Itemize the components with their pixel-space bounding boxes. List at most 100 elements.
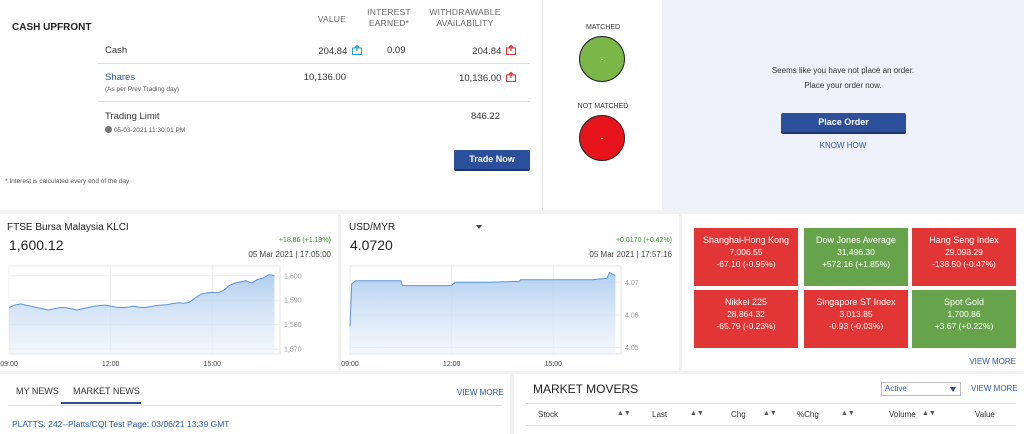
y-tick-label: 1,590 [284,298,302,305]
trading-limit-time-row: 05-03-2021 11:30:01 PM [105,126,185,134]
no-order-message: Seems like you have not place an order. [771,66,915,75]
usdmyr-chart[interactable]: 09:00 12:00 15:00 4.05 4.06 4.07 [341,260,679,371]
col-header-value: VALUE [317,14,346,24]
sort-icon[interactable]: ▲▼ [841,410,855,417]
shares-sublabel: (As per Prev Trading day) [105,86,180,93]
withdraw-icon[interactable] [506,72,516,82]
index-change: +3.67 (+0.22%) [934,321,994,331]
x-tick-label: 12:00 [102,361,120,368]
trading-limit-value: 846.22 [470,111,500,122]
cash-upfront-panel: CASH UPFRONT VALUE INTEREST EARNED* WITH… [0,0,542,210]
x-tick-label: 09:00 [341,361,359,368]
news-item[interactable]: PLATTS: 242--Platts/CQI Test Page: 03/06… [12,419,230,429]
sort-icon[interactable]: ▲▼ [617,410,631,417]
series-area [9,274,275,354]
usdmyr-panel: USD/MYR 4.0720 +0.0170 (+0.42%) 05 Mar 2… [341,214,679,371]
sort-icon[interactable]: ▲▼ [690,410,704,417]
index-change: +572.16 (+1.85%) [821,259,891,269]
klci-change: +18.86 (+1.19%) [278,237,331,244]
cash-available-cell: 204.84 [430,45,516,57]
col-header-withdrawable-line2: AVAILABILITY [436,18,494,28]
col-stock[interactable]: Stock [538,410,559,419]
tab-my-news[interactable]: MY NEWS [16,386,59,396]
cash-value-cell: 204.84 [280,45,362,57]
cash-value: 204.84 [318,46,348,57]
movers-title-divider [526,403,1016,404]
news-view-more-link[interactable]: VIEW MORE [457,388,504,397]
place-order-message: Place your order now. [804,81,882,90]
market-movers-title: MARKET MOVERS [533,382,639,396]
row-divider [98,63,530,64]
withdraw-icon[interactable] [506,45,516,55]
news-panel: MY NEWS MARKET NEWS VIEW MORE PLATTS: 24… [0,374,510,434]
y-tick-label: 1,570 [284,347,302,354]
know-how-link[interactable]: KNOW HOW [819,141,867,150]
col-value[interactable]: Value [975,410,995,419]
col-pct-chg[interactable]: %Chg [797,410,819,419]
index-tile[interactable]: Spot Gold 1,700.86 +3.67 (+0.22%) [912,290,1016,348]
matched-count: - [600,54,604,64]
y-tick-label: 1,600 [284,273,302,280]
col-header-withdrawable: WITHDRAWABLE AVAILABILITY [425,7,505,29]
trading-limit-label: Trading Limit [105,111,160,122]
col-volume[interactable]: Volume [889,410,916,419]
cash-label: Cash [105,45,128,56]
index-tile[interactable]: Nikkei 225 28,864.32 -65.79 (-0.23%) [694,290,798,348]
shares-link[interactable]: Shares [105,72,136,83]
index-tile[interactable]: Singapore ST Index 3,013.85 -0.93 (-0.03%) [804,290,908,348]
index-change: -0.93 (-0.03%) [828,321,884,331]
usdmyr-name: USD/MYR [349,222,396,233]
trading-limit-time: 05-03-2021 11:30:01 PM [113,127,186,134]
y-tick-label: 4.07 [625,280,639,287]
place-order-panel: Seems like you have not place an order. … [662,0,1024,210]
news-tab-divider [8,405,502,406]
movers-table-header: Stock ▲▼ Last ▲▼ Chg ▲▼ %Chg ▲▼ Volume ▲… [526,404,1016,426]
index-tile[interactable]: Shanghai-Hong Kong 7,006.55 -67.10 (-0.95%… [694,228,798,286]
market-movers-panel: MARKET MOVERS Active VIEW MORE Stock ▲▼ … [514,374,1024,434]
indices-view-more-link[interactable]: VIEW MORE [969,357,1016,366]
y-tick-label: 1,580 [284,322,302,329]
usdmyr-value: 4.0720 [350,237,393,253]
not-matched-count: - [600,133,604,143]
index-name: Spot Gold [943,297,985,307]
not-matched-indicator[interactable]: - [579,115,625,161]
index-name: Dow Jones Average [816,235,896,245]
usdmyr-change: +0.0170 (+0.42%) [615,237,672,244]
klci-chart[interactable]: 09:00 12:00 15:00 1,570 1,580 1,590 1,600 [0,260,338,371]
index-value: 7,006.55 [729,247,763,257]
index-value: 29,098.29 [945,247,983,257]
matched-indicator[interactable]: - [579,36,625,82]
index-name: Shanghai-Hong Kong [702,235,790,245]
movers-filter-value: Active [885,384,907,393]
index-name: Nikkei 225 [724,297,768,307]
y-tick-label: 4.06 [625,312,639,319]
place-order-button[interactable]: Place Order [781,113,906,134]
trade-now-button[interactable]: Trade Now [454,150,530,171]
index-value: 31,496.30 [837,247,875,257]
col-chg[interactable]: Chg [731,410,746,419]
x-tick-label: 15:00 [203,361,221,368]
sort-icon[interactable]: ▲▼ [763,410,777,417]
chevron-down-icon[interactable] [476,225,482,229]
panel-title: CASH UPFRONT [12,22,92,33]
col-last[interactable]: Last [652,410,668,419]
deposit-icon[interactable] [352,45,362,55]
tab-market-news[interactable]: MARKET NEWS [61,374,141,404]
x-tick-label: 15:00 [544,361,562,368]
index-value: 1,700.86 [947,309,981,319]
index-tile[interactable]: Dow Jones Average 31,496.30 +572.16 (+1.85… [804,228,908,286]
index-value: 3,013.85 [839,309,873,319]
y-tick-label: 4.05 [625,345,639,352]
index-name: Singapore ST Index [816,297,896,307]
movers-view-more-link[interactable]: VIEW MORE [971,384,1018,393]
shares-value: 10,136.00 [303,72,346,83]
order-status-panel: MATCHED - NOT MATCHED - [542,0,662,210]
tab-market-news-label: MARKET NEWS [73,386,140,396]
klci-timestamp: 05 Mar 2021 | 17:05:00 [248,250,331,259]
sort-icon[interactable]: ▲▼ [922,410,936,417]
movers-filter-select[interactable]: Active [881,382,961,396]
clock-icon [105,126,112,133]
index-tile[interactable]: Hang Seng Index 29,098.29 -138.50 (-0.47%) [912,228,1016,286]
interest-footnote: * Interest is calculated every end of th… [5,178,130,185]
klci-name: FTSE Bursa Malaysia KLCI [7,222,129,233]
